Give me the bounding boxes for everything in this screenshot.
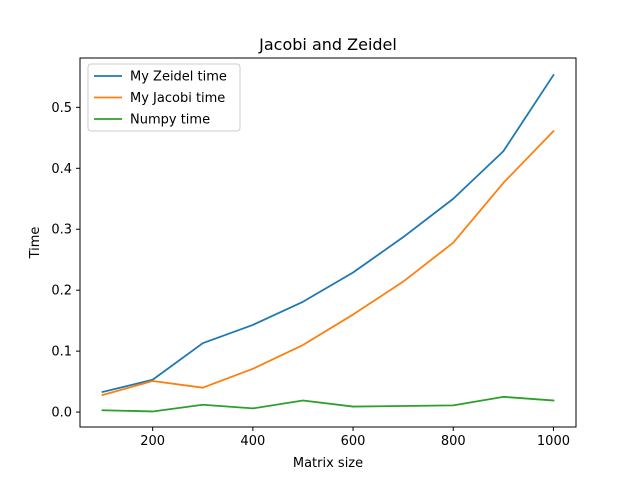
y-tick-label: 0.0 <box>51 406 72 421</box>
x-axis-label: Matrix size <box>293 456 363 471</box>
y-tick-label: 0.3 <box>51 223 72 238</box>
series-line-1 <box>101 129 555 397</box>
x-tick-label: 400 <box>240 434 265 449</box>
x-tick-label: 600 <box>341 434 366 449</box>
y-tick-label: 0.2 <box>51 284 72 299</box>
plot-area <box>101 73 555 413</box>
y-tick-label: 0.5 <box>51 101 72 116</box>
axis-ticks: 200 400 600 800 1000 0.0 0.1 0.2 0.3 0.4 0.5 <box>51 101 570 449</box>
legend-label: My Jacobi time <box>130 91 225 106</box>
x-tick-label: 1000 <box>537 434 570 449</box>
legend-box <box>87 63 241 132</box>
y-axis-label: Time <box>28 227 43 260</box>
legend-label: Numpy time <box>130 113 210 128</box>
series-line-2 <box>101 395 555 413</box>
x-tick-label: 200 <box>140 434 165 449</box>
legend: My Zeidel time My Jacobi time Numpy time <box>87 63 241 132</box>
axes-frame <box>79 57 577 428</box>
x-tick-label: 800 <box>441 434 466 449</box>
y-tick-label: 0.4 <box>51 162 72 177</box>
legend-label: My Zeidel time <box>130 70 227 85</box>
y-tick-label: 0.1 <box>51 345 72 360</box>
chart-title: Jacobi and Zeidel <box>258 35 397 54</box>
series-line-0 <box>101 73 555 394</box>
